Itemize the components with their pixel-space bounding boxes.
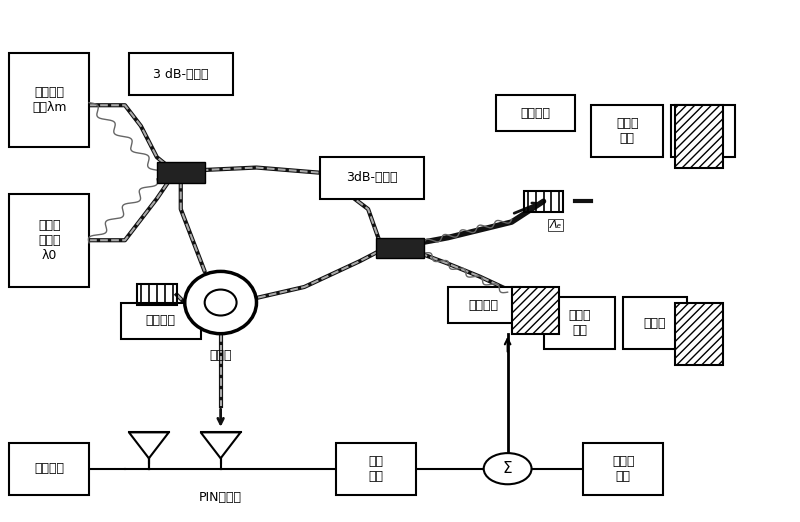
FancyBboxPatch shape	[543, 298, 615, 349]
FancyBboxPatch shape	[376, 238, 424, 258]
Text: 回旋器: 回旋器	[210, 349, 232, 362]
FancyBboxPatch shape	[121, 303, 201, 339]
FancyBboxPatch shape	[10, 443, 89, 495]
FancyBboxPatch shape	[591, 105, 663, 157]
Text: 3 dB-耦合器: 3 dB-耦合器	[153, 67, 209, 80]
Polygon shape	[129, 432, 169, 458]
Text: 相位测量: 相位测量	[34, 462, 64, 475]
Text: 3dB-耦合器: 3dB-耦合器	[346, 171, 398, 184]
Polygon shape	[201, 432, 241, 458]
FancyBboxPatch shape	[583, 443, 663, 495]
FancyBboxPatch shape	[512, 287, 559, 334]
FancyBboxPatch shape	[675, 303, 723, 365]
Text: 光纤光栅: 光纤光栅	[521, 106, 550, 120]
FancyBboxPatch shape	[129, 53, 233, 95]
Text: 压电陶瓷: 压电陶瓷	[469, 299, 498, 312]
Text: PIN探测器: PIN探测器	[199, 491, 242, 504]
FancyBboxPatch shape	[320, 157, 424, 199]
Text: 参考镜: 参考镜	[644, 317, 666, 330]
Text: 可调谐激
光器λm: 可调谐激 光器λm	[32, 86, 66, 114]
FancyBboxPatch shape	[448, 287, 519, 323]
FancyBboxPatch shape	[675, 105, 723, 168]
Text: 测量镜: 测量镜	[692, 125, 714, 138]
FancyBboxPatch shape	[161, 165, 201, 181]
FancyBboxPatch shape	[10, 53, 89, 147]
Circle shape	[484, 453, 531, 484]
Text: 半导体
激光器
λ0: 半导体 激光器 λ0	[38, 219, 61, 262]
Ellipse shape	[185, 271, 257, 334]
Text: Λₑ: Λₑ	[550, 220, 562, 230]
FancyBboxPatch shape	[671, 105, 735, 157]
Text: 自准直
透镜: 自准直 透镜	[568, 310, 590, 337]
Text: Σ: Σ	[503, 461, 513, 476]
FancyBboxPatch shape	[623, 298, 687, 349]
FancyBboxPatch shape	[336, 443, 416, 495]
Text: 光纤光栅: 光纤光栅	[146, 314, 176, 327]
Text: 信号发
生器: 信号发 生器	[612, 455, 634, 483]
Text: 自准直
透镜: 自准直 透镜	[616, 117, 638, 145]
FancyBboxPatch shape	[157, 162, 205, 183]
FancyBboxPatch shape	[10, 194, 89, 287]
FancyBboxPatch shape	[496, 95, 575, 131]
FancyBboxPatch shape	[380, 240, 420, 256]
Text: 伺服
电路: 伺服 电路	[369, 455, 383, 483]
Ellipse shape	[205, 290, 237, 315]
